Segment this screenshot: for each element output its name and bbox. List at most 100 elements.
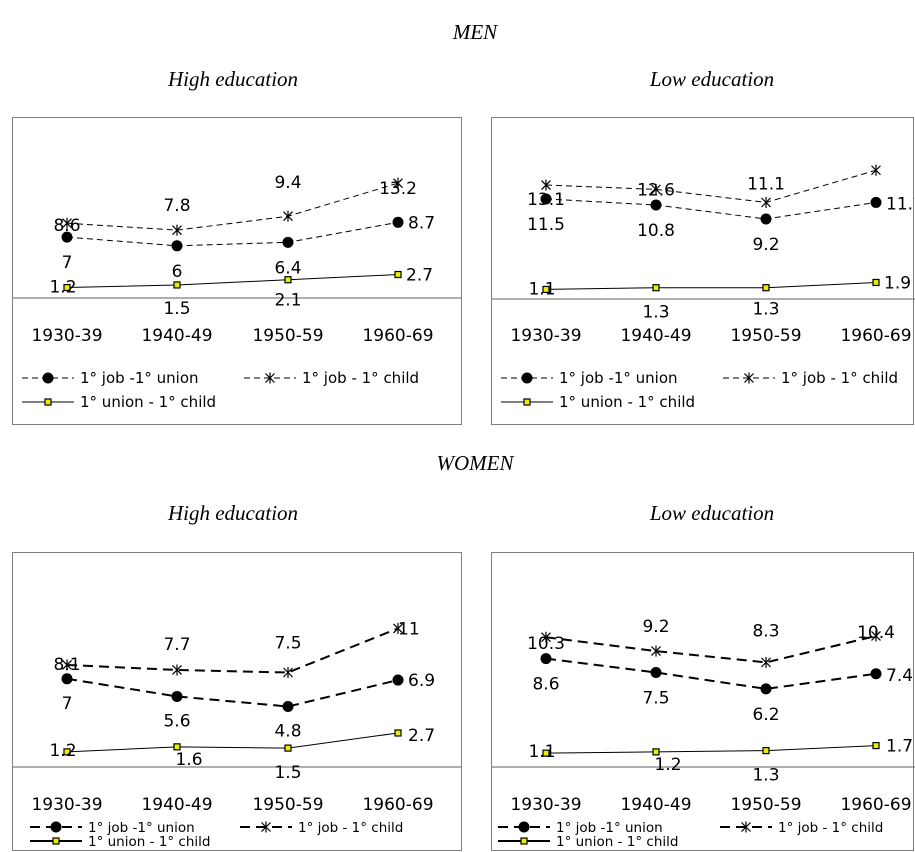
- chart-frame: [12, 552, 462, 851]
- point-1-job-1-union: [61, 231, 73, 243]
- data-label: 13.1: [527, 190, 565, 210]
- point-1-job-1-union: [171, 690, 183, 702]
- point-1-job-1-union: [650, 667, 662, 678]
- data-label: 8.7: [408, 213, 435, 233]
- x-tick-label: 1930-39: [31, 326, 102, 346]
- point-1-union-1-child: [63, 748, 71, 756]
- point-1-job-1-child: [871, 164, 881, 176]
- data-label: 1.1: [528, 742, 555, 762]
- data-label: 7.5: [274, 634, 301, 654]
- point-1-union-1-child: [652, 284, 660, 292]
- legend-label: 1° union - 1° child: [556, 834, 678, 850]
- data-label: 1.3: [752, 300, 779, 320]
- point-1-job-1-child: [62, 659, 72, 671]
- chart-panel-0: High education 7 6 6.4 8.7 8.6 7.8 9.4 13.2 1.2 1.…: [12, 67, 462, 425]
- point-1-job-1-union: [540, 193, 552, 205]
- x-tick-label: 1930-39: [510, 326, 581, 346]
- data-label: 1.6: [175, 750, 202, 770]
- point-1-union-1-child: [394, 270, 402, 279]
- chart-frame: [491, 552, 914, 851]
- series-line: [545, 745, 877, 754]
- point-1-job-1-child: [393, 177, 403, 189]
- x-tick-label: 1930-39: [510, 795, 581, 815]
- point-1-union-1-child: [284, 744, 292, 752]
- chart-title: Low education: [649, 501, 774, 525]
- legend-label: 1° job - 1° child: [298, 820, 403, 836]
- data-label: 7.7: [163, 635, 190, 655]
- point-1-union-1-child: [872, 741, 880, 750]
- chart-panels: High education 7 6 6.4 8.7 8.6 7.8 9.4 13.2 1.2 1.…: [12, 67, 915, 851]
- point-1-job-1-union: [61, 673, 73, 685]
- data-label: 10.4: [857, 623, 895, 643]
- data-label: 7: [62, 694, 73, 714]
- point-legend: [523, 398, 531, 406]
- point-1-job-1-union: [392, 216, 404, 228]
- data-label: 8.1: [53, 655, 80, 675]
- point-1-union-1-child: [872, 278, 880, 287]
- point-1-job-1-child: [62, 217, 72, 229]
- point-legend: [265, 372, 275, 384]
- data-label: 11.5: [527, 215, 565, 235]
- chart-panel-3: Low education 8.6 7.5 6.2 7.4 10.3 9.2 8.3 10.4 1…: [491, 501, 915, 851]
- point-1-job-1-union: [760, 213, 772, 225]
- legend-label: 1° job -1° union: [80, 369, 199, 387]
- legend-label: 1° union - 1° child: [559, 393, 695, 411]
- legend: 1° job -1° union 1° job - 1° child 1° unio…: [498, 820, 883, 850]
- data-label: 11.1: [747, 174, 785, 194]
- point-1-job-1-child: [172, 224, 182, 236]
- point-1-job-1-union: [870, 668, 882, 680]
- x-tick-label: 1930-39: [31, 795, 102, 815]
- point-1-job-1-child: [761, 196, 771, 208]
- point-1-job-1-child: [172, 664, 182, 676]
- data-label: 1.2: [49, 741, 76, 761]
- data-label: 1.5: [163, 299, 190, 319]
- data-label: 4.8: [274, 722, 301, 742]
- x-tick-label: 1950-59: [252, 326, 323, 346]
- data-label: 1.2: [654, 755, 681, 775]
- series-line: [545, 198, 877, 220]
- data-label: 10.3: [527, 634, 565, 654]
- series-line: [545, 169, 877, 203]
- chart-title: Low education: [649, 67, 774, 91]
- point-1-union-1-child: [394, 729, 402, 737]
- point-legend: [520, 837, 528, 845]
- legend-label: 1° union - 1° child: [80, 393, 216, 411]
- data-label: 13.2: [379, 179, 417, 199]
- data-label: 6: [172, 262, 183, 282]
- data-label: 11.1: [886, 194, 915, 214]
- x-tick-label: 1950-59: [730, 795, 801, 815]
- data-label: 10.8: [637, 221, 675, 241]
- x-tick-label: 1940-49: [141, 326, 212, 346]
- point-legend: [521, 372, 533, 384]
- data-label: 2.7: [406, 266, 433, 286]
- data-label: 7.5: [642, 689, 669, 709]
- point-legend: [44, 398, 52, 406]
- data-label: 8.3: [752, 621, 779, 641]
- section-title-women: WOMEN: [437, 451, 515, 475]
- point-1-union-1-child: [542, 285, 550, 294]
- x-tick-label: 1940-49: [141, 795, 212, 815]
- point-1-job-1-child: [541, 179, 551, 191]
- point-1-job-1-union: [870, 196, 882, 208]
- point-1-job-1-child: [541, 631, 551, 643]
- data-label: 8.6: [532, 675, 559, 695]
- legend-label: 1° job - 1° child: [781, 369, 898, 387]
- series-line: [545, 634, 877, 664]
- series-line: [545, 657, 877, 690]
- point-legend: [261, 821, 271, 833]
- data-label: 1.7: [886, 737, 913, 757]
- section-title-men: MEN: [452, 20, 498, 44]
- point-1-union-1-child: [762, 284, 770, 292]
- point-1-union-1-child: [63, 283, 71, 292]
- chart-title: High education: [167, 67, 298, 91]
- data-label: 5.6: [163, 711, 190, 731]
- series-line: [66, 677, 399, 708]
- series-line: [66, 182, 399, 231]
- point-1-union-1-child: [173, 743, 181, 751]
- legend: 1° job -1° union 1° job - 1° child 1° unio…: [501, 369, 898, 411]
- data-label: 6.2: [752, 705, 779, 725]
- data-label: 1.3: [642, 303, 669, 323]
- x-tick-label: 1960-69: [840, 326, 911, 346]
- data-label: 6.9: [408, 671, 435, 691]
- series-line: [66, 627, 399, 674]
